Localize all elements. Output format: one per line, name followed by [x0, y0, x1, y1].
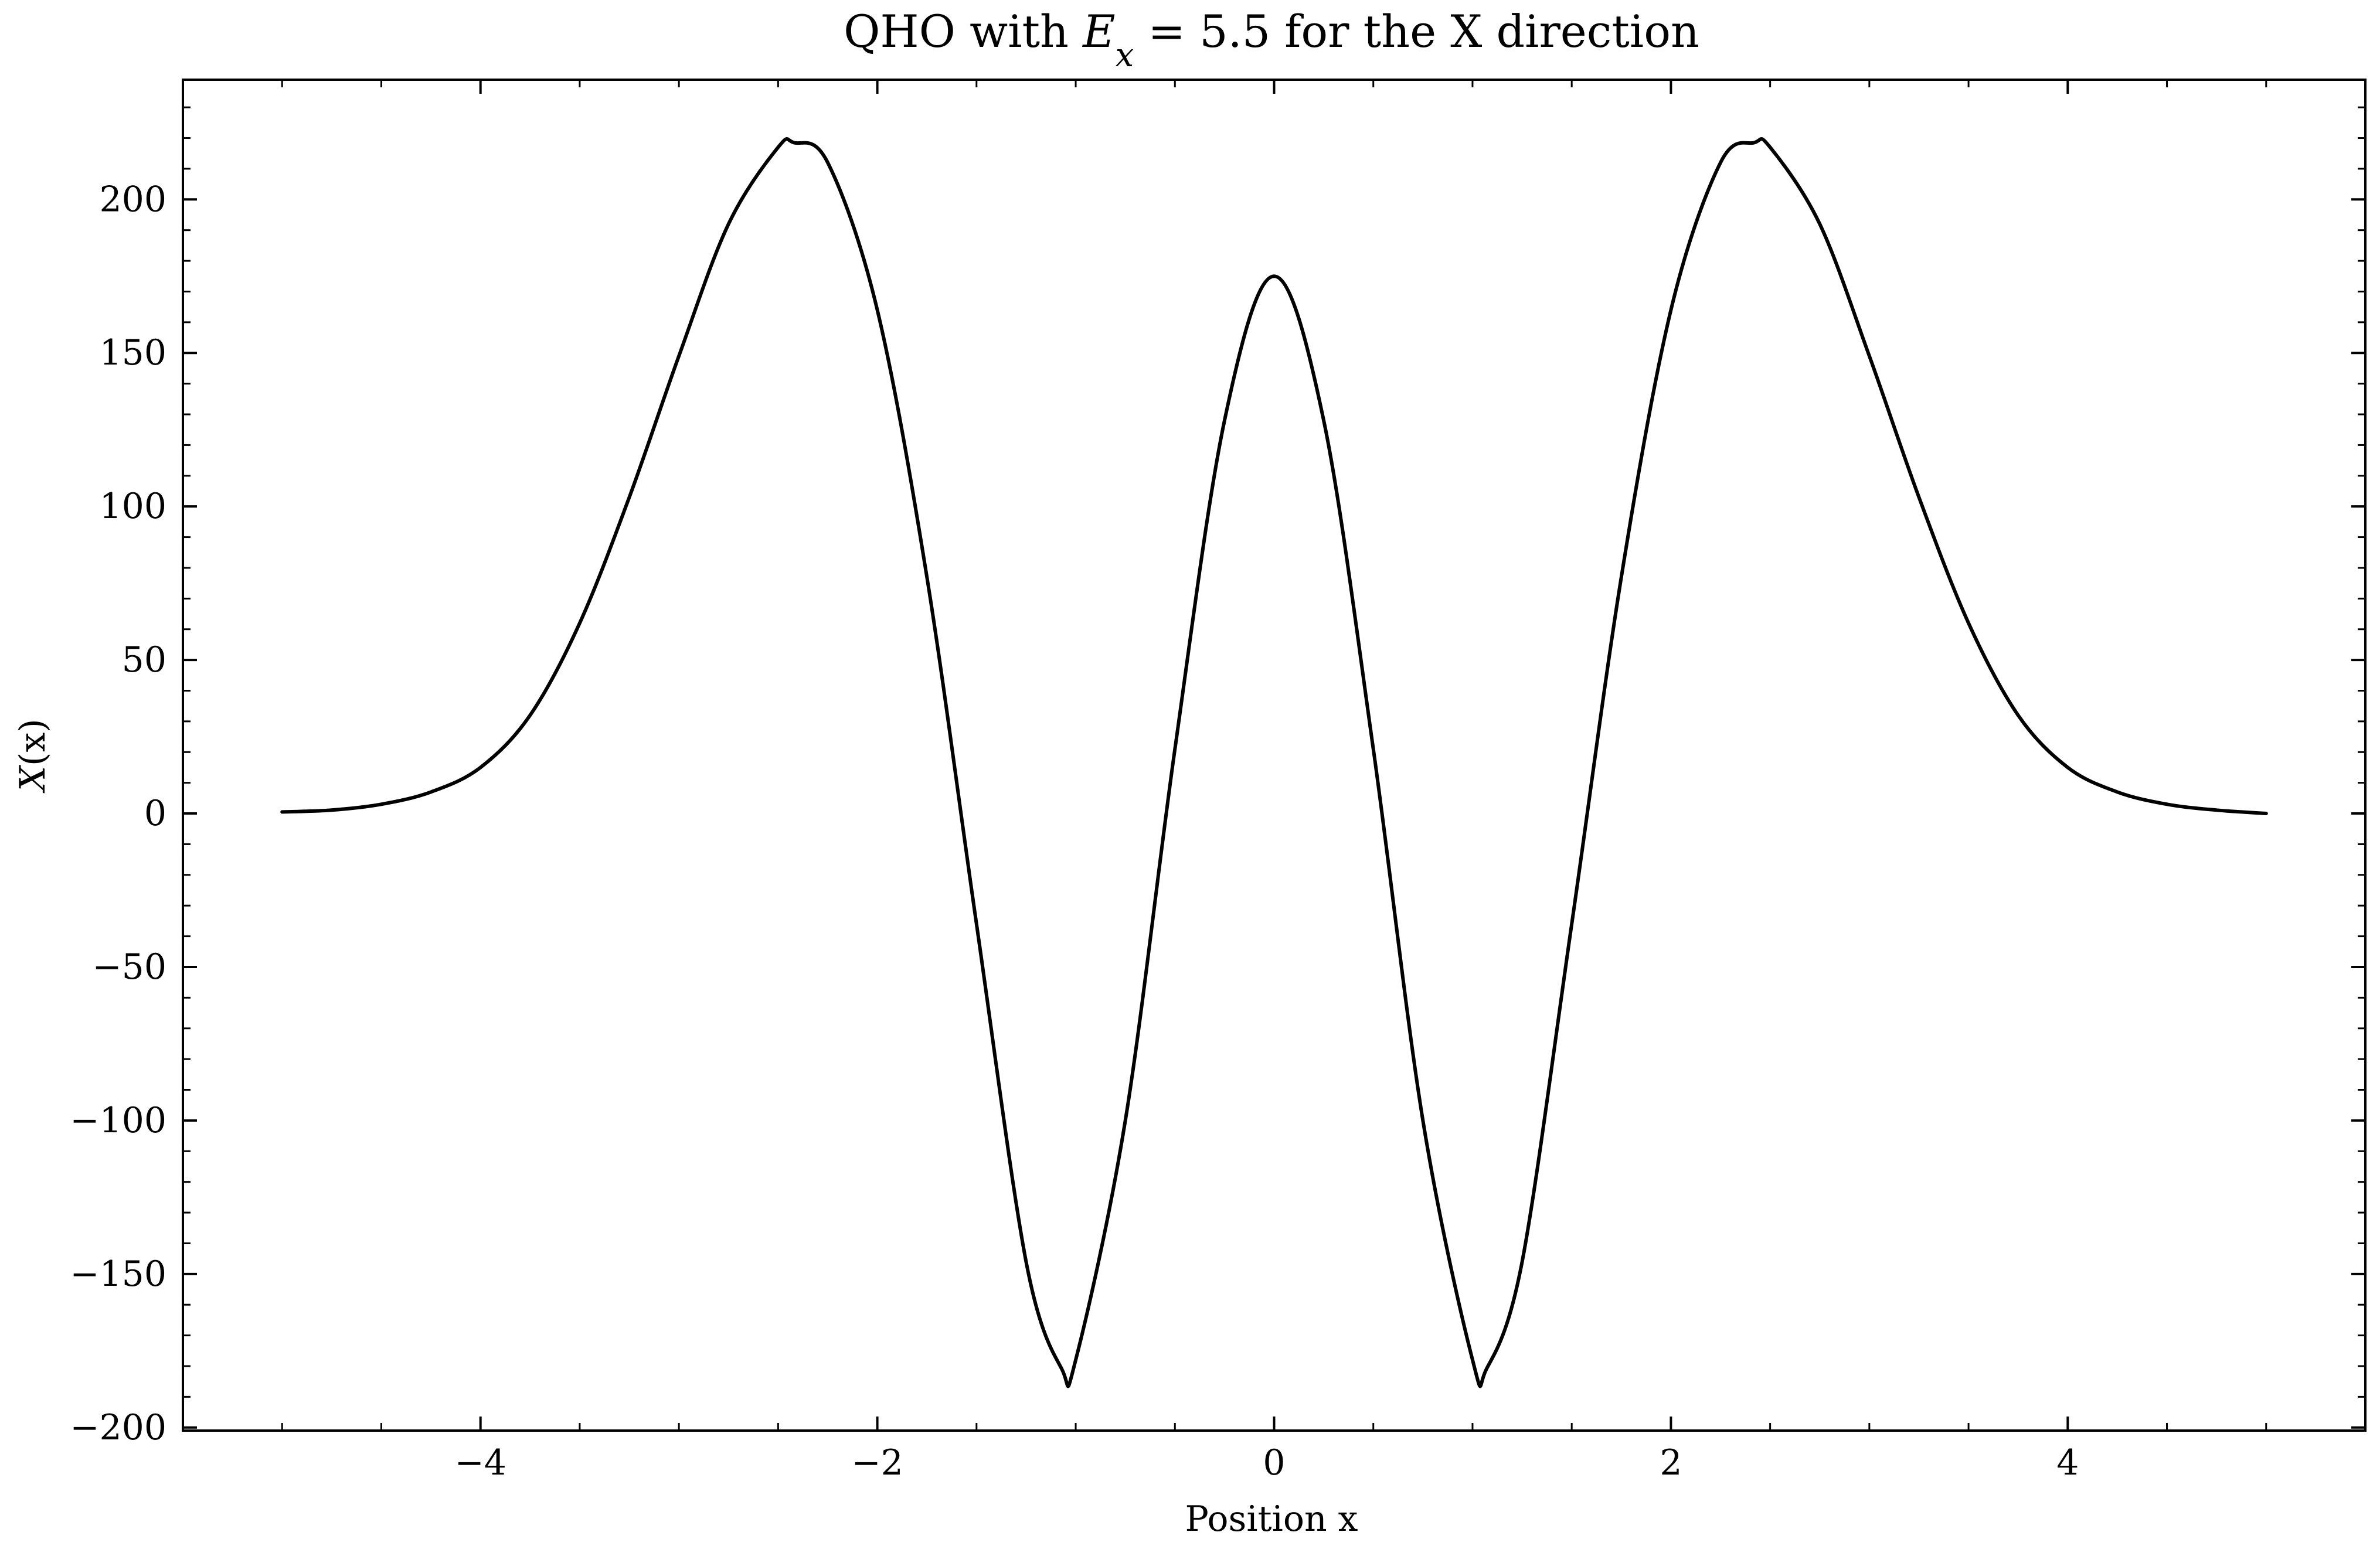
x-tick-label: −4: [454, 1442, 506, 1483]
y-tick-label: 150: [99, 332, 166, 373]
y-tick-label: −150: [70, 1254, 166, 1295]
y-tick-label: −100: [70, 1100, 166, 1141]
axis-ticks: [182, 80, 2367, 1431]
y-tick-label: 200: [99, 179, 166, 220]
wavefunction-line: [280, 137, 2268, 1388]
y-tick-label: 50: [122, 639, 166, 680]
y-tick-label: −50: [92, 946, 166, 988]
x-tick-label: −2: [851, 1442, 903, 1483]
y-tick-label: −200: [70, 1407, 166, 1448]
y-tick-label: 0: [144, 793, 166, 834]
y-tick-label: 100: [99, 486, 166, 527]
x-tick-label: 2: [1660, 1442, 1682, 1483]
x-tick-label: 4: [2056, 1442, 2079, 1483]
y-axis-label: X(x): [12, 719, 53, 793]
plot-frame: [182, 79, 2367, 1432]
chart-title: QHO with Ex = 5.5 for the X direction: [844, 5, 1699, 74]
tick-labels: −4 −2 0 2 4 −200 −150 −100 −50 0 50 100 150 200: [70, 179, 2079, 1483]
x-tick-label: 0: [1263, 1442, 1285, 1483]
x-axis-label: Position x: [1185, 1499, 1358, 1540]
